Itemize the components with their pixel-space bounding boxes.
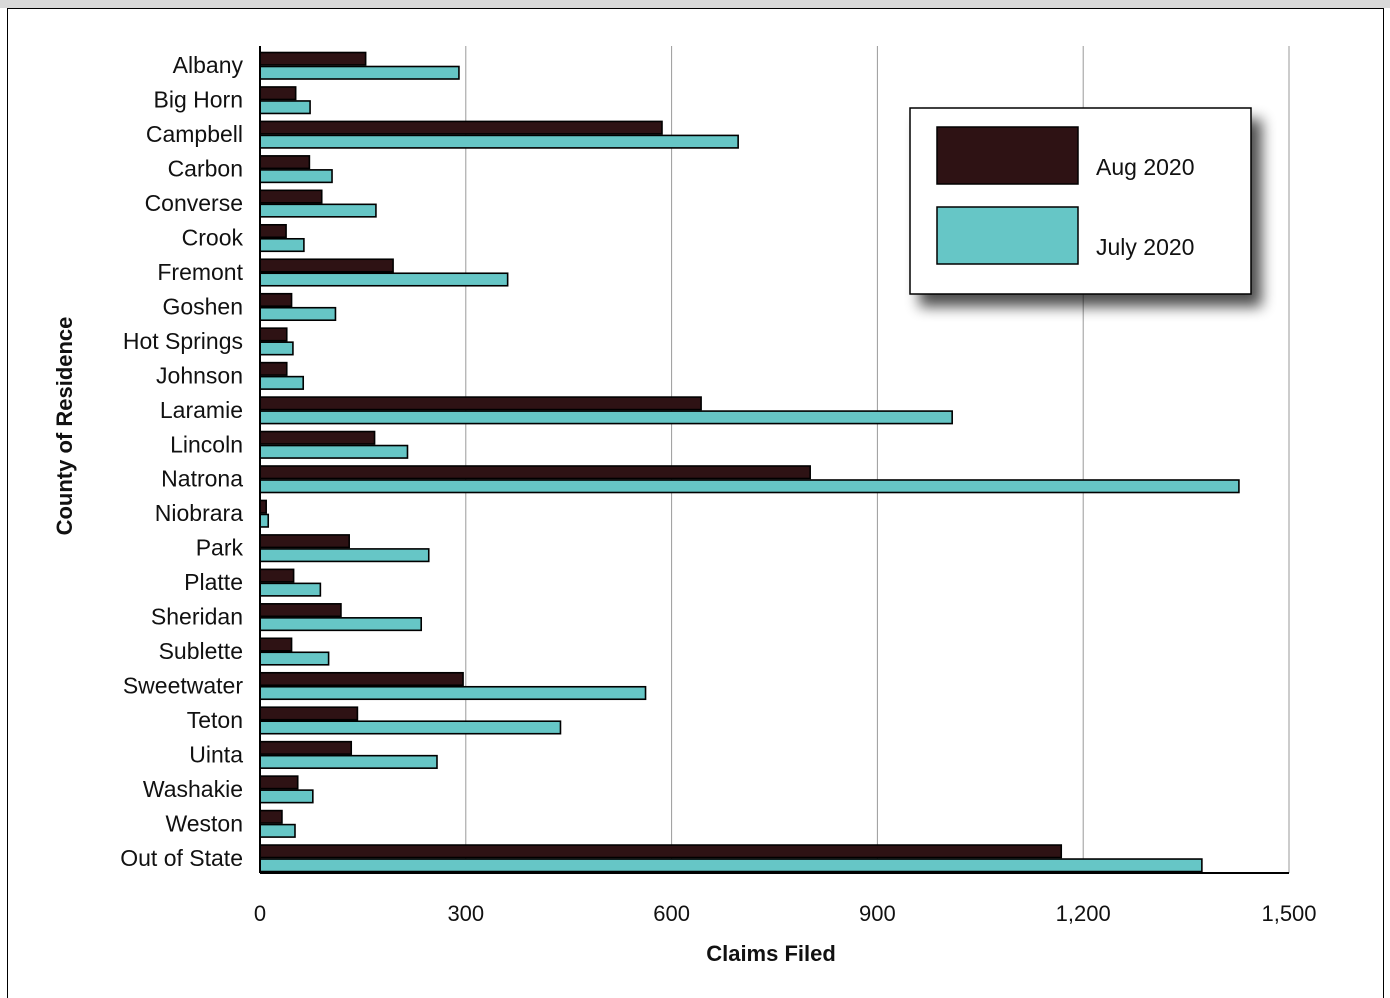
category-label: Weston [165,810,243,836]
category-label: Park [196,535,244,561]
bar-aug-2020 [259,465,811,480]
bar-aug-2020 [259,327,288,342]
bar-july-2020 [259,410,953,425]
bar-aug-2020 [259,534,350,549]
bar-aug-2020 [259,671,464,687]
bar-aug-2020 [259,189,323,204]
category-label: Laramie [160,397,243,423]
category-label: Sweetwater [123,672,244,698]
category-label: Sheridan [151,604,243,630]
bar-aug-2020 [259,637,293,652]
category-labels: Albany Big Horn Campbell Carbon Converse Croo… [120,52,243,871]
legend-label: July 2020 [1096,234,1194,260]
bar-july-2020 [259,754,438,769]
bar-aug-2020 [259,396,702,411]
legend-swatch [936,126,1079,185]
bar-july-2020 [259,582,322,597]
bar-aug-2020 [259,86,297,101]
bar-july-2020 [259,548,430,563]
bar-aug-2020 [259,706,359,721]
category-label: Natrona [161,466,243,492]
category-label: Albany [173,52,244,78]
category-label: Lincoln [170,431,243,457]
bar-july-2020 [259,100,311,115]
bar-aug-2020 [259,51,367,66]
bar-aug-2020 [259,740,353,755]
bar-july-2020 [259,237,305,253]
bar-aug-2020 [259,430,376,445]
bar-july-2020 [259,203,377,218]
top-strip [0,0,1390,8]
bar-aug-2020 [259,258,394,273]
bar-aug-2020 [259,292,293,308]
bar-july-2020 [259,306,337,322]
x-tick-label: 600 [653,901,690,926]
bar-july-2020 [259,65,460,80]
bar-aug-2020 [259,603,342,618]
bar-aug-2020 [259,568,295,583]
bar-july-2020 [259,720,562,735]
bar-july-2020 [259,617,423,632]
category-label: Johnson [156,362,243,388]
bar-july-2020 [259,858,1203,873]
category-label: Niobrara [155,500,243,526]
x-tick-label: 300 [447,901,484,926]
category-label: Converse [145,190,243,216]
bar-july-2020 [259,685,647,701]
x-tick-label: 900 [859,901,896,926]
bar-aug-2020 [259,809,283,824]
axes [259,46,1289,874]
x-tick-label: 0 [254,901,266,926]
x-tick-label: 1,200 [1056,901,1111,926]
category-label: Goshen [162,293,243,319]
bar-aug-2020 [259,775,299,790]
bar-aug-2020 [259,361,288,376]
bar-aug-2020 [259,844,1063,859]
tick-labels: 0 300 600 900 1,200 1,500 [254,901,1317,926]
category-label: Platte [184,569,243,595]
bar-july-2020 [259,513,270,528]
category-label: Hot Springs [123,328,243,354]
bar-aug-2020 [259,155,311,170]
y-axis-title: County of Residence [52,317,77,536]
category-label: Out of State [120,845,243,871]
category-label: Crook [182,225,244,251]
category-label: Uinta [189,741,243,767]
bar-july-2020 [259,823,296,838]
category-label: Big Horn [154,87,243,113]
bar-july-2020 [259,341,294,356]
bar-july-2020 [259,789,314,804]
x-axis-title: Claims Filed [706,941,836,966]
bar-aug-2020 [259,223,287,239]
legend-label: Aug 2020 [1096,154,1194,180]
bar-aug-2020 [259,120,663,135]
category-label: Teton [187,707,243,733]
category-label: Sublette [159,638,243,664]
bar-july-2020 [259,134,739,149]
category-label: Campbell [146,121,243,147]
bar-july-2020 [259,375,305,390]
bar-july-2020 [259,272,509,287]
category-label: Fremont [157,259,243,285]
category-label: Carbon [168,156,243,182]
legend-swatch [936,206,1079,265]
bar-july-2020 [259,169,333,184]
x-tick-label: 1,500 [1261,901,1316,926]
legend: Aug 2020 July 2020 [909,107,1252,295]
bar-july-2020 [259,444,409,459]
bar-july-2020 [259,651,330,666]
bar-july-2020 [259,479,1240,494]
category-label: Washakie [143,776,243,802]
gridlines [465,46,1290,873]
